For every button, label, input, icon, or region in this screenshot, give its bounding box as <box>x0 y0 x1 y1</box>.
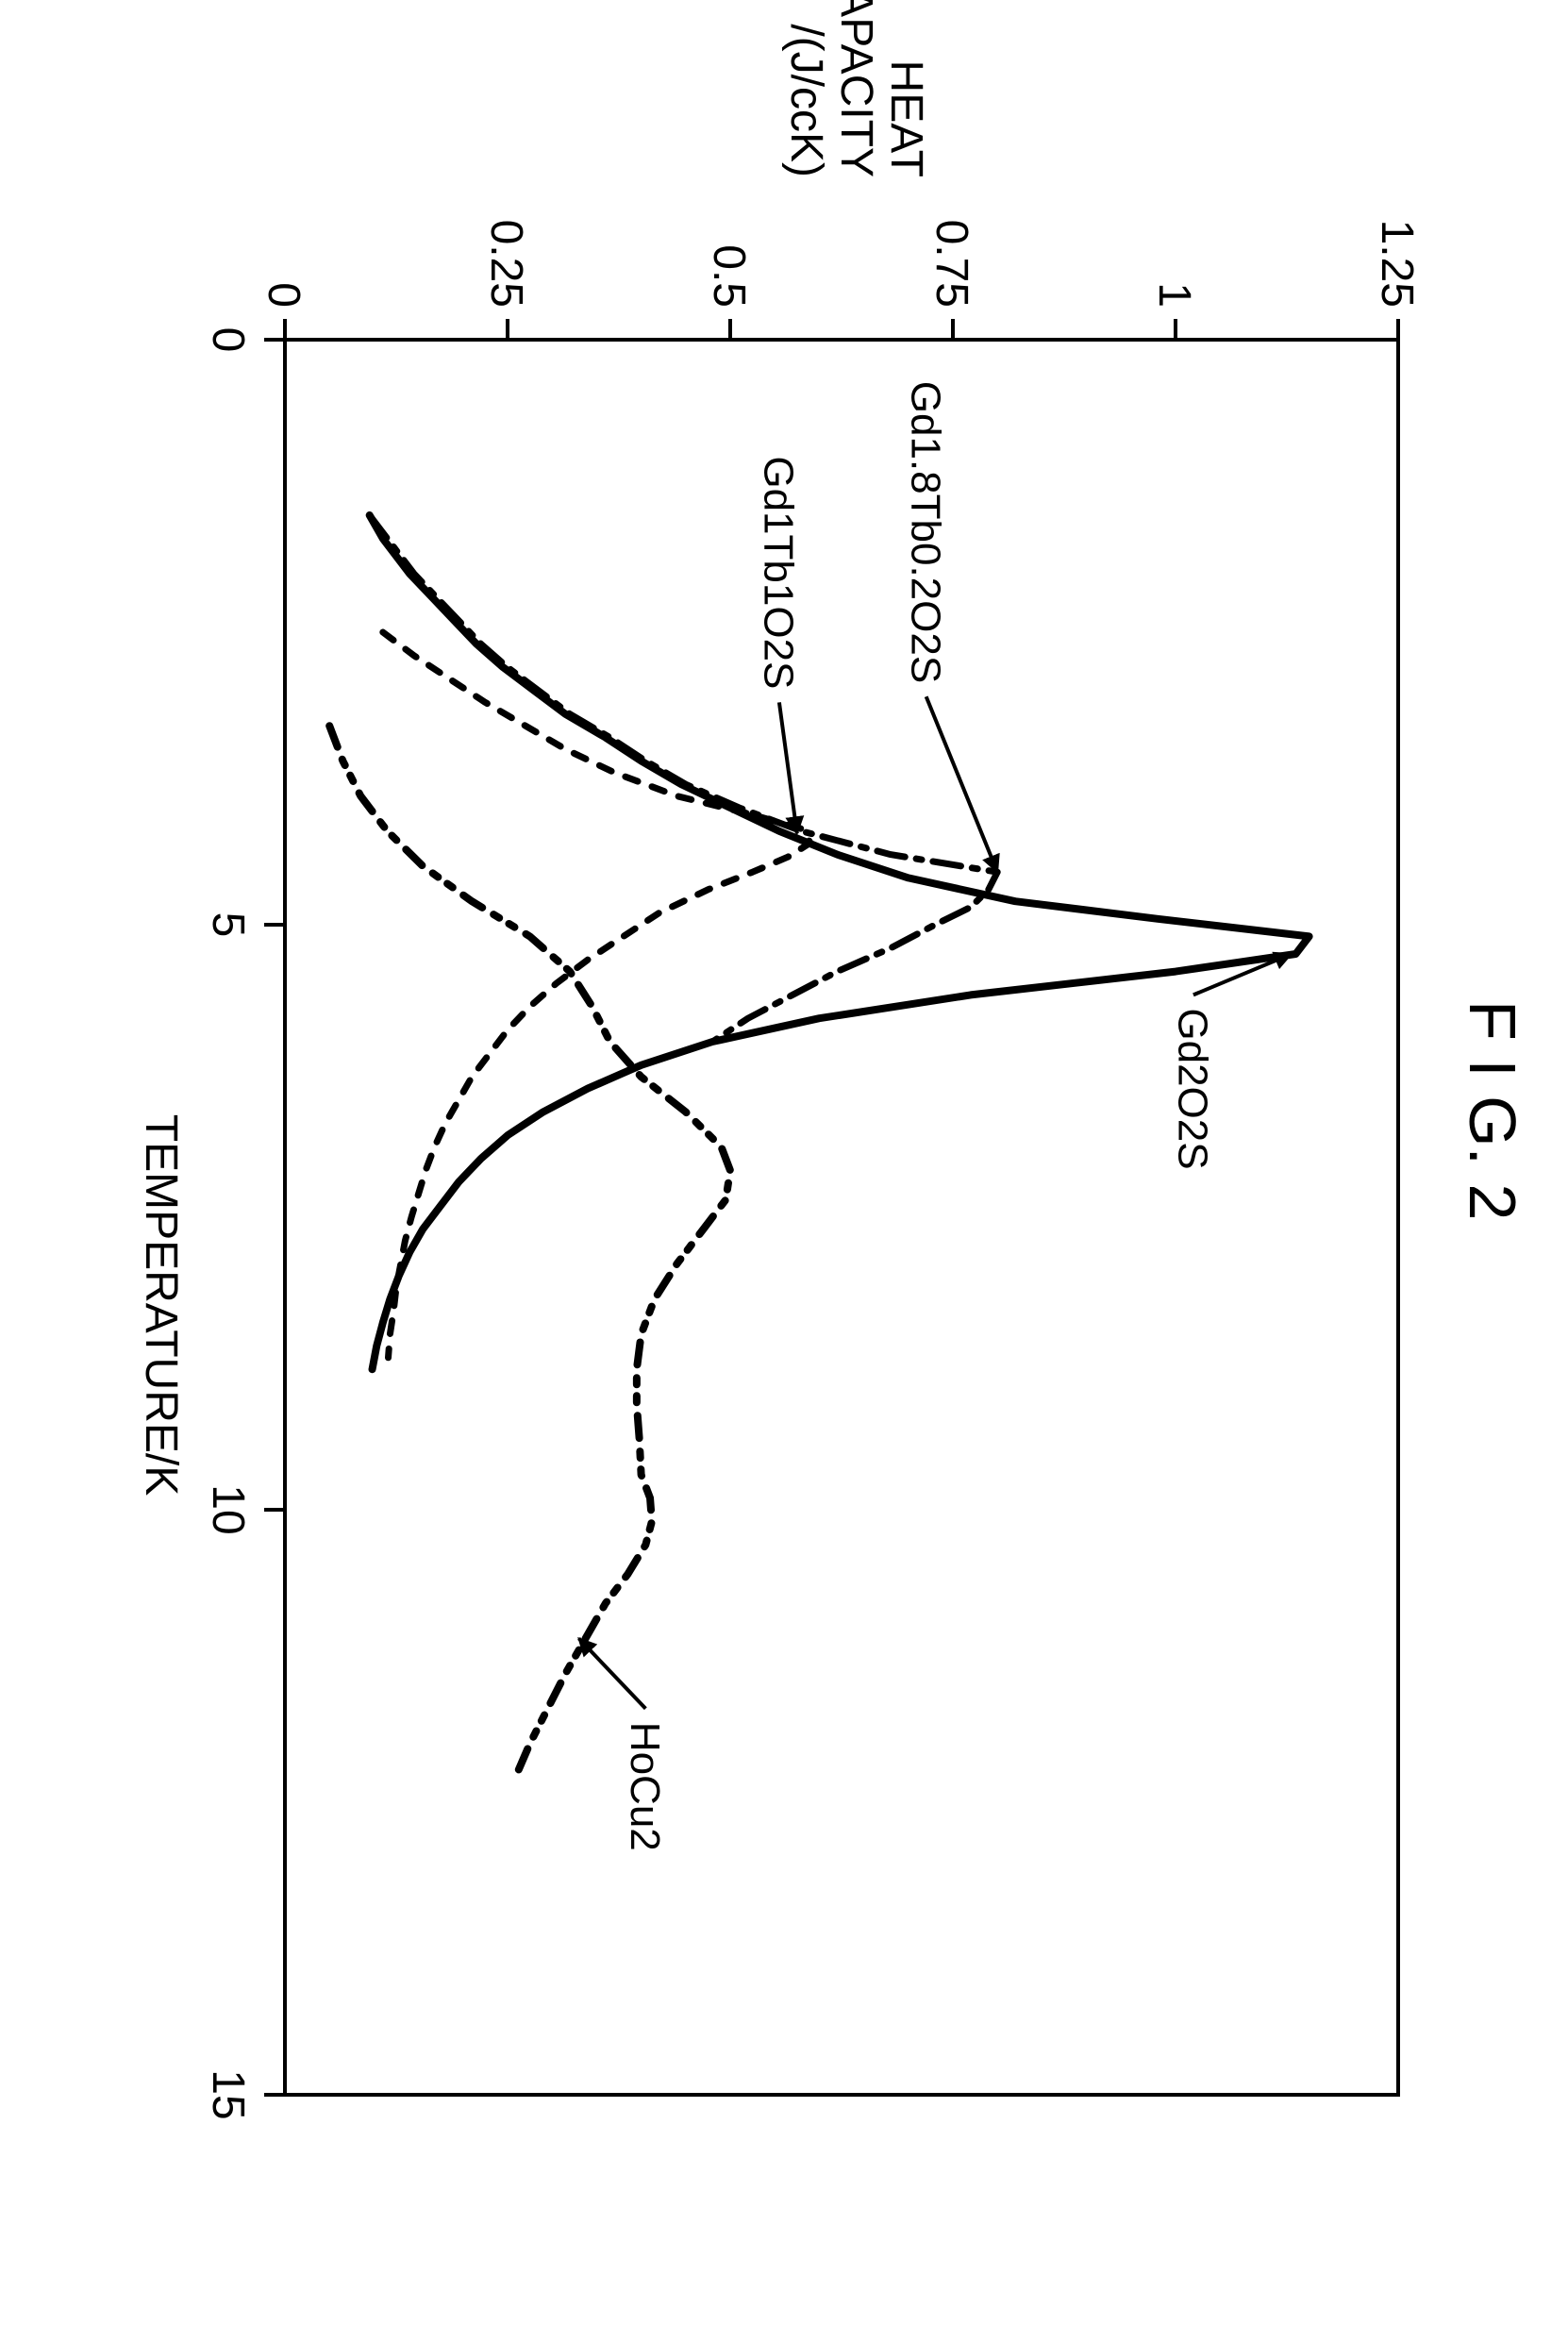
x-axis-label: TEMPERATURE/K <box>136 1114 186 1496</box>
y-axis-label-line1: HEAT <box>881 60 931 177</box>
series-leader-Gd1.8Tb0.2O2S <box>926 696 998 872</box>
y-tick-label: 1.25 <box>1372 220 1422 308</box>
y-tick-label: 0.25 <box>481 220 531 308</box>
heat-capacity-chart: 0 5 10 15 0 0.25 0.5 0.75 1 1.25 TEMPERATURE/K HEAT… <box>0 0 1568 2325</box>
y-axis-label-line2: CAPACITY <box>831 0 881 177</box>
x-tick-label: 0 <box>203 327 253 353</box>
y-tick-label: 0 <box>259 282 309 308</box>
series-HoCu2 <box>329 726 730 1779</box>
y-tick-label: 0.5 <box>704 244 754 308</box>
series-label-HoCu2: HoCu2 <box>622 1722 668 1851</box>
series-label-Gd2O2S: Gd2O2S <box>1169 1008 1215 1169</box>
y-tick-label: 1 <box>1149 282 1199 308</box>
x-tick-label: 5 <box>203 912 253 938</box>
y-axis-label-line3: /(J/ccK) <box>781 24 831 177</box>
series-label-Gd1.8Tb0.2O2S: Gd1.8Tb0.2O2S <box>902 381 948 683</box>
page-root: F I G. 2 0 5 10 15 0 0.25 0.5 0.75 1 1.25 TEMPERAT… <box>0 0 1568 2325</box>
x-tick-label: 15 <box>203 2069 253 2119</box>
series-Gd1Tb1O2S <box>383 632 810 1358</box>
series-Gd2O2S <box>370 515 1309 1369</box>
y-tick-label: 0.75 <box>926 220 976 308</box>
x-tick-label: 10 <box>203 1484 253 1534</box>
series-leader-Gd1Tb1O2S <box>779 702 797 833</box>
series-label-Gd1Tb1O2S: Gd1Tb1O2S <box>756 456 802 689</box>
series-leader-HoCu2 <box>579 1638 646 1708</box>
figure-title: F I G. 2 <box>1455 1000 1530 1220</box>
landscape-canvas: F I G. 2 0 5 10 15 0 0.25 0.5 0.75 1 1.25 TEMPERAT… <box>0 0 1568 2325</box>
plot-frame <box>285 340 1398 2095</box>
